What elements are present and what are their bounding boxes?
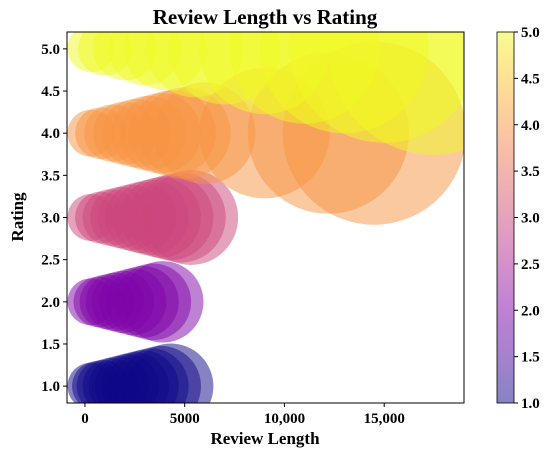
x-axis: 0 5000 10,000 15,000 xyxy=(81,403,405,427)
bubble-point xyxy=(122,261,204,343)
chart-title: Review Length vs Rating xyxy=(153,5,378,29)
colorbar-axis: 1.0 1.5 2.0 2.5 3.0 3.5 4.0 4.5 5.0 xyxy=(514,25,540,412)
y-tick-label: 3.5 xyxy=(41,168,60,184)
colorbar-tick-label: 1.0 xyxy=(521,396,540,412)
colorbar-tick-label: 3.5 xyxy=(521,164,540,180)
y-axis-label: Rating xyxy=(8,192,27,242)
bubble-point xyxy=(128,343,214,403)
colorbar-tick-label: 4.0 xyxy=(521,118,540,134)
colorbar-tick-label: 2.0 xyxy=(521,303,540,319)
colorbar-tick-label: 1.5 xyxy=(521,350,540,366)
colorbar-tick-label: 5.0 xyxy=(521,25,540,41)
y-tick-label: 5.0 xyxy=(41,42,60,58)
x-axis-label: Review Length xyxy=(210,429,320,448)
bubble-point xyxy=(143,170,239,265)
colorbar-tick-label: 3.0 xyxy=(521,211,540,227)
y-tick-label: 2.5 xyxy=(41,253,60,269)
y-axis: 1.0 1.5 2.0 2.5 3.0 3.5 4.0 4.5 5.0 xyxy=(41,42,67,395)
x-tick-label: 15,000 xyxy=(364,411,405,427)
y-tick-label: 1.5 xyxy=(41,337,60,353)
colorbar xyxy=(496,31,515,404)
y-tick-label: 2.0 xyxy=(41,295,60,311)
bubble-point xyxy=(328,32,464,155)
y-tick-label: 4.0 xyxy=(41,126,60,142)
y-tick-label: 1.0 xyxy=(41,379,60,395)
x-tick-label: 5000 xyxy=(170,411,200,427)
y-tick-label: 4.5 xyxy=(41,84,60,100)
bubble-layer xyxy=(67,32,464,403)
x-tick-label: 0 xyxy=(81,411,89,427)
y-tick-label: 3.0 xyxy=(41,211,60,227)
colorbar-tick-label: 2.5 xyxy=(521,257,540,273)
colorbar-tick-label: 4.5 xyxy=(521,71,540,87)
x-tick-label: 10,000 xyxy=(264,411,305,427)
